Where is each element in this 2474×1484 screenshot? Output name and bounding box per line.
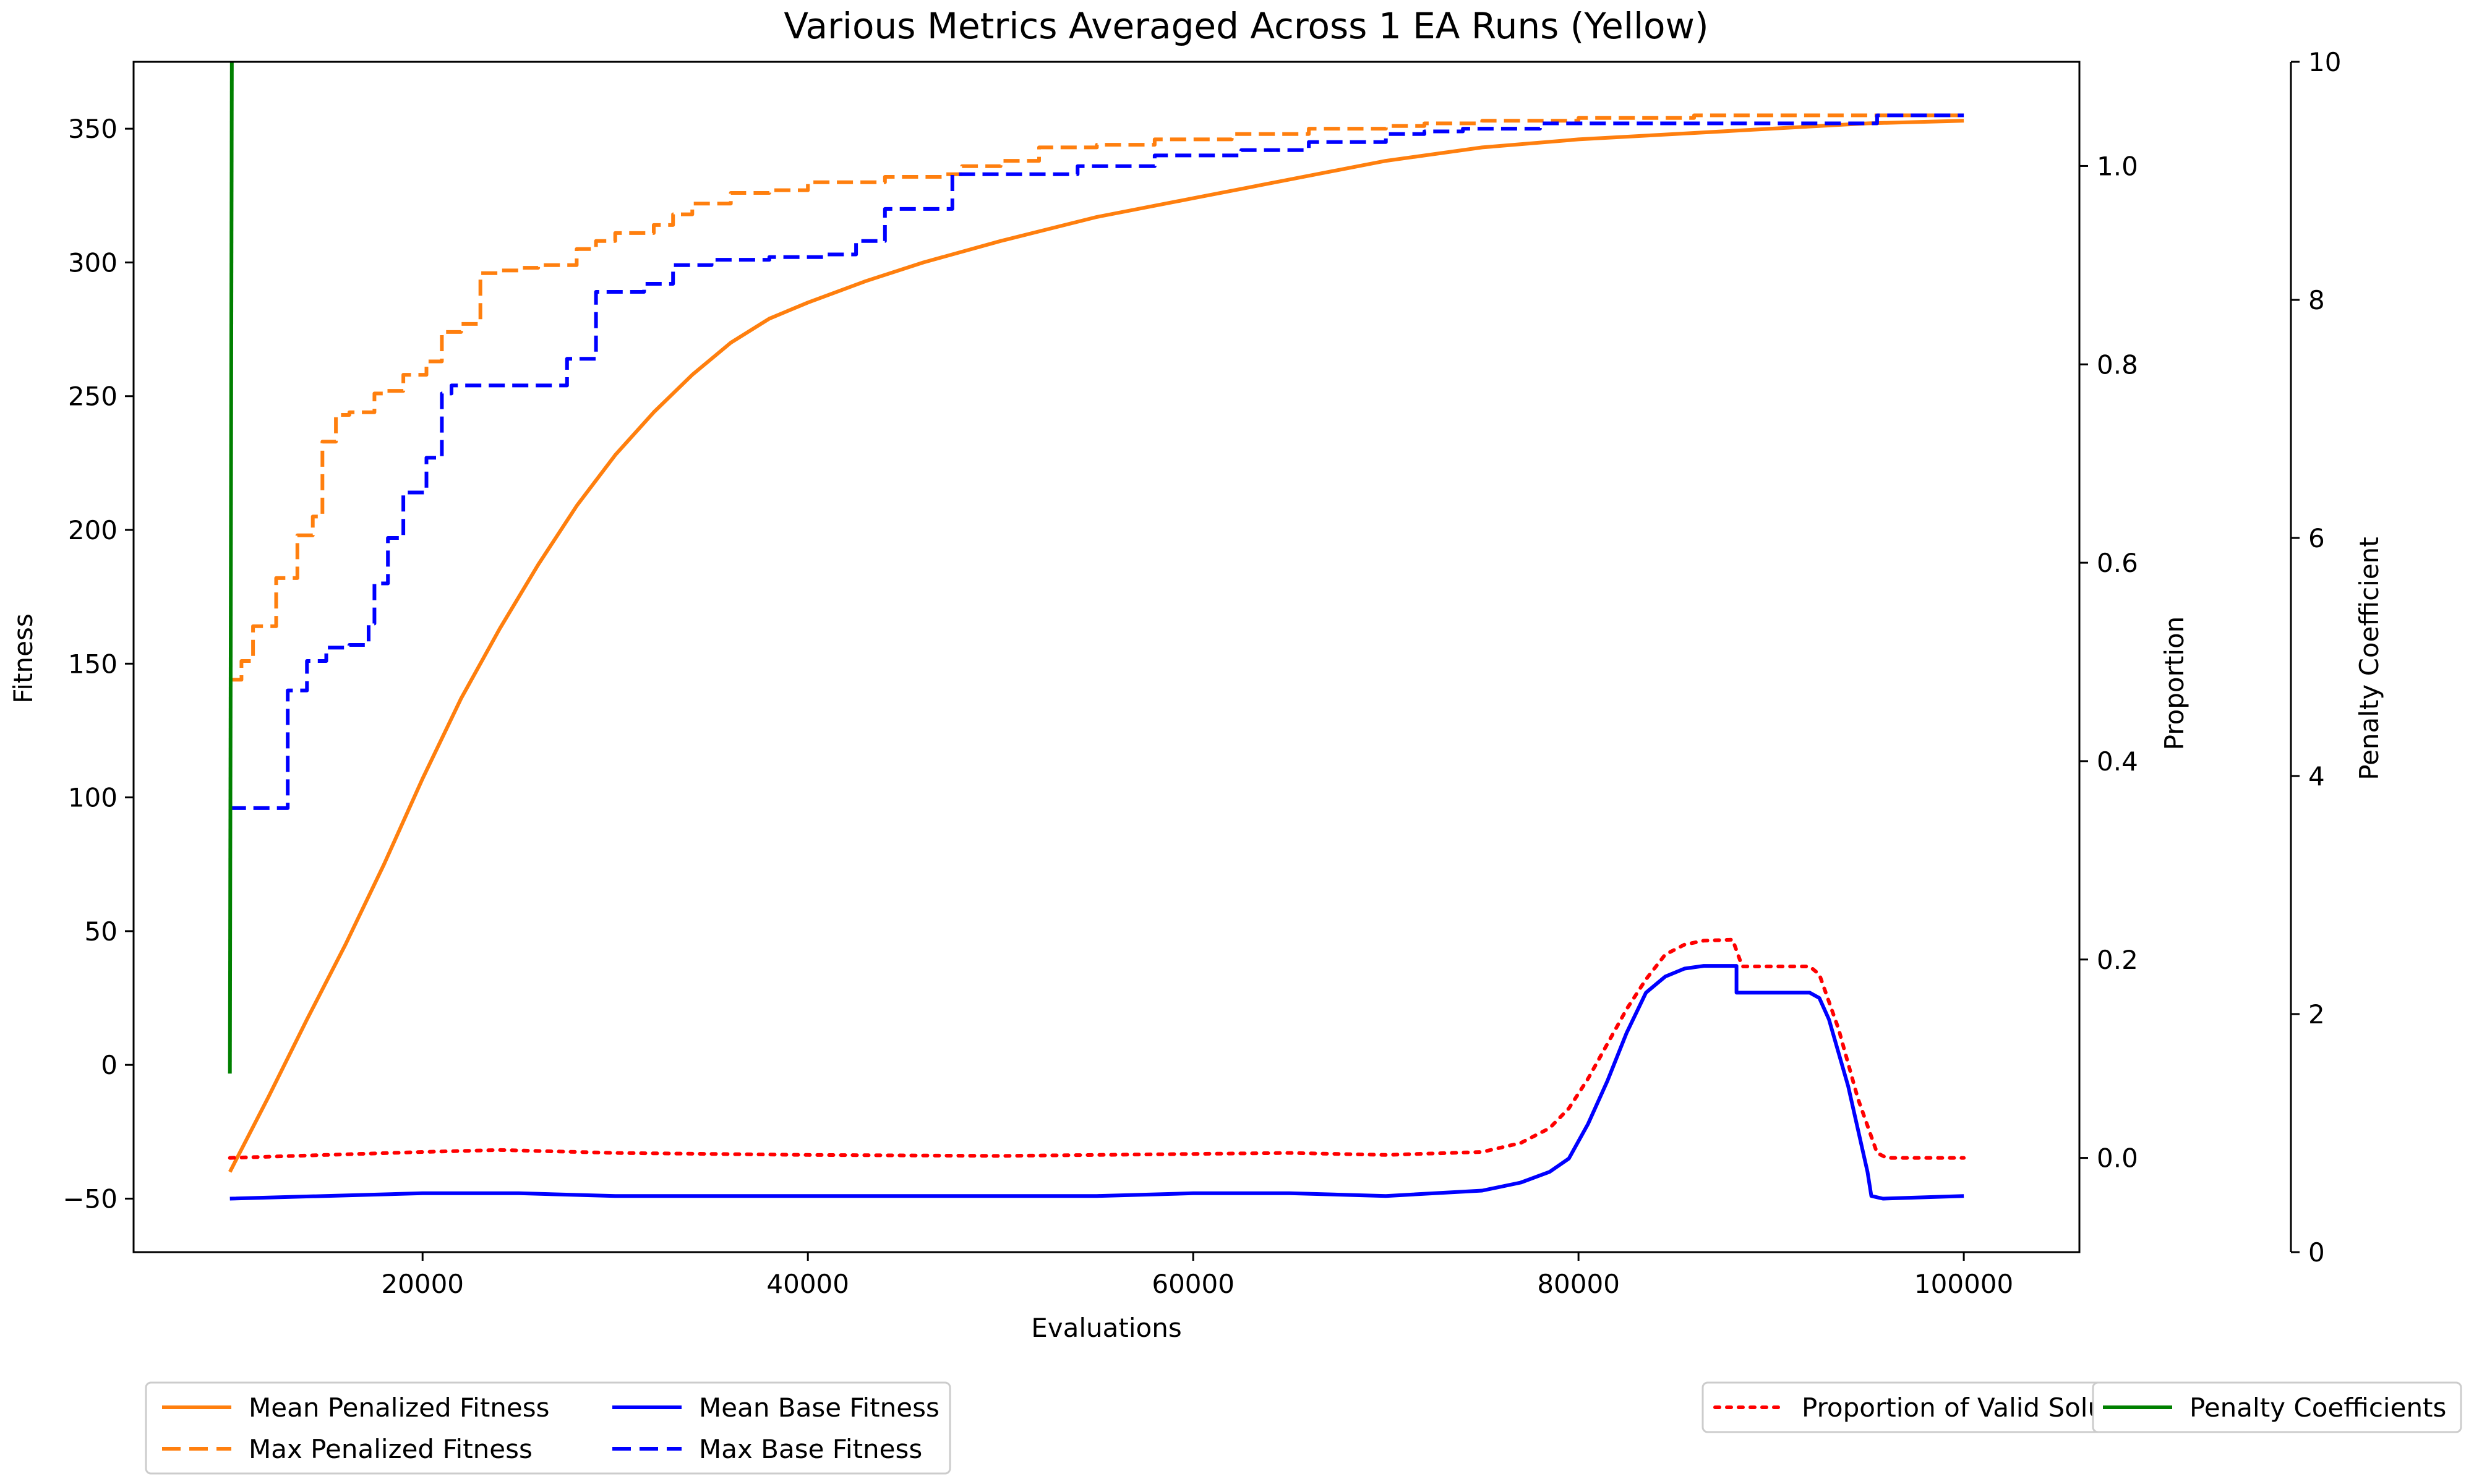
y-tick-label-6: 250: [68, 382, 118, 412]
x-axis: 20000 40000 60000 80000 100000: [381, 1252, 2013, 1299]
y3-tick-label-1: 2: [2308, 999, 2325, 1030]
y3-tick-label-0: 0: [2308, 1237, 2325, 1268]
legend-left-label-1: Max Penalized Fitness: [249, 1434, 533, 1464]
y2-axis-label: Proportion: [2159, 616, 2189, 751]
y2-tick-label-5: 1.0: [2097, 151, 2138, 181]
series-line-max-base-fitness: [229, 113, 1964, 810]
legend-left-label-2: Mean Base Fitness: [699, 1392, 940, 1423]
y3-tick-label-5: 10: [2308, 47, 2341, 77]
legend-left: Mean Penalized Fitness Max Penalized Fitn…: [145, 1381, 951, 1475]
y-tick-label-4: 150: [68, 649, 118, 679]
y-tick-label-7: 300: [68, 247, 118, 278]
y-tick-label-8: 350: [68, 114, 118, 144]
y-axis-proportion: 0.0 0.2 0.4 0.6 0.8 1.0: [2079, 151, 2138, 1174]
y-tick-label-5: 200: [68, 515, 118, 545]
chart-title: Various Metrics Averaged Across 1 EA Run…: [784, 5, 1708, 47]
y-axis-label: Fitness: [8, 613, 38, 703]
series-line-max-penalized-fitness: [229, 113, 1964, 682]
legend-right-frame-2: [2092, 1381, 2462, 1433]
y2-tick-label-0: 0.0: [2097, 1143, 2138, 1174]
legend-right-label-1: Penalty Coefficients: [2189, 1392, 2446, 1423]
y3-axis-label: Penalty Coefficient: [2354, 537, 2384, 780]
plot-frame: [132, 61, 2081, 1253]
y2-tick-label-2: 0.4: [2097, 746, 2138, 777]
legend-left-label-0: Mean Penalized Fitness: [249, 1392, 550, 1423]
series-layer: [228, 62, 1966, 1201]
x-tick-label-1: 40000: [766, 1269, 849, 1299]
x-tick-label-0: 20000: [381, 1269, 464, 1299]
legend-left-label-3: Max Base Fitness: [699, 1434, 922, 1464]
y-axis-fitness: −50 0 50 100 150 200 250 300 350: [62, 114, 134, 1214]
y2-tick-label-1: 0.2: [2097, 945, 2138, 975]
y-tick-label-2: 50: [85, 916, 118, 947]
y3-tick-label-3: 6: [2308, 523, 2325, 553]
y-tick-label-1: 0: [101, 1050, 118, 1080]
y3-tick-label-2: 4: [2308, 761, 2325, 791]
y-tick-label-0: −50: [62, 1183, 118, 1214]
y-tick-label-3: 100: [68, 783, 118, 813]
series-line-mean-base-fitness: [229, 964, 1964, 1201]
x-axis-label: Evaluations: [1031, 1313, 1182, 1343]
series-line-penalty-coefficients: [228, 62, 234, 1074]
y-axis-penalty: 0 2 4 6 8 10: [2291, 47, 2341, 1268]
y2-tick-label-4: 0.8: [2097, 349, 2138, 380]
series-line-proportion-of-valid-solutions: [228, 937, 1966, 1160]
y2-tick-label-3: 0.6: [2097, 548, 2138, 578]
series-line-mean-penalized-fitness: [228, 119, 1964, 1173]
x-tick-label-2: 60000: [1152, 1269, 1235, 1299]
x-tick-label-4: 100000: [1914, 1269, 2013, 1299]
legend-right: Proportion of Valid Solutions Penalty Coe…: [1701, 1381, 2462, 1433]
y3-tick-label-4: 8: [2308, 285, 2325, 315]
x-tick-label-3: 80000: [1537, 1269, 1620, 1299]
legend-left-frame: [145, 1381, 951, 1475]
